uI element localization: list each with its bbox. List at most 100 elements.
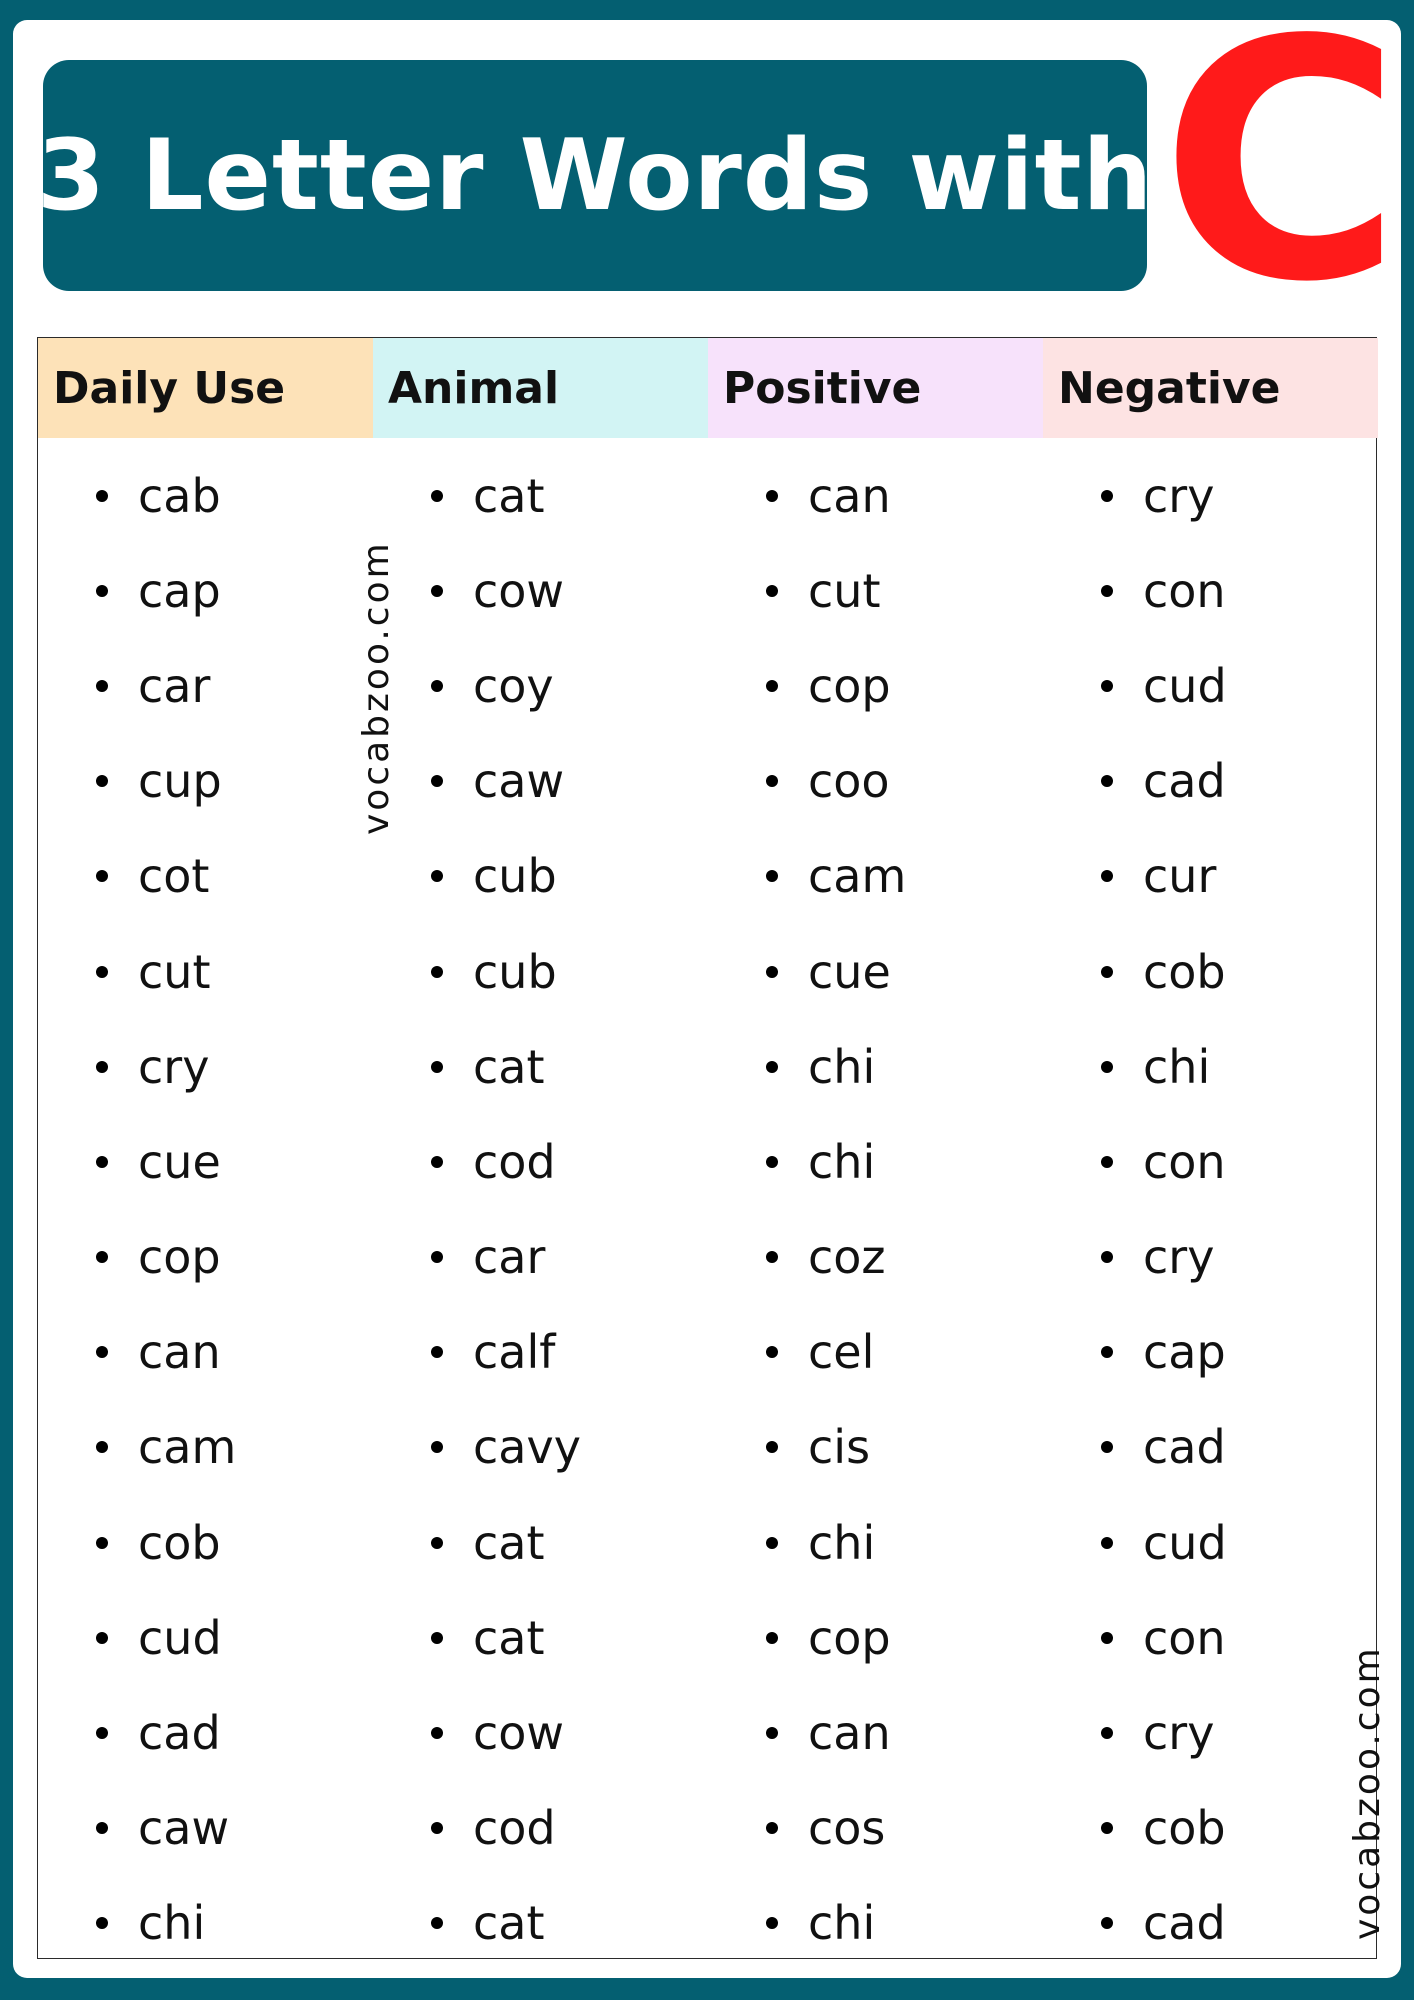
- list-item: cad: [38, 1685, 373, 1780]
- list-item: chi: [708, 1495, 1043, 1590]
- list-item: coo: [708, 734, 1043, 829]
- bullet-icon: [431, 1727, 443, 1740]
- bullet-icon: [96, 1441, 108, 1454]
- word-text: cos: [808, 1801, 886, 1856]
- word-text: con: [1143, 1610, 1226, 1665]
- list-item: cub: [373, 829, 708, 924]
- list-item: cry: [38, 1019, 373, 1114]
- word-text: cot: [138, 849, 210, 904]
- word-text: cob: [138, 1515, 221, 1570]
- list-item: cap: [38, 543, 373, 638]
- column-header: Daily Use: [38, 338, 373, 438]
- bullet-icon: [431, 1631, 443, 1644]
- word-text: cob: [1143, 944, 1226, 999]
- word-text: cad: [138, 1706, 221, 1761]
- list-item: con: [1043, 543, 1378, 638]
- word-text: cam: [808, 849, 907, 904]
- word-text: caw: [473, 754, 565, 809]
- list-item: cap: [1043, 1305, 1378, 1400]
- bullet-icon: [766, 1917, 778, 1930]
- word-text: cat: [473, 468, 545, 523]
- bullet-icon: [766, 1155, 778, 1168]
- list-item: cur: [1043, 829, 1378, 924]
- list-item: con: [1043, 1114, 1378, 1209]
- word-text: cam: [138, 1420, 237, 1475]
- word-text: cub: [473, 849, 557, 904]
- word-text: cavy: [473, 1420, 581, 1475]
- list-item: cue: [708, 924, 1043, 1019]
- word-text: con: [1143, 563, 1226, 618]
- word-text: cod: [473, 1134, 556, 1189]
- word-text: cue: [138, 1134, 221, 1189]
- list-item: cad: [1043, 734, 1378, 829]
- list-item: chi: [708, 1114, 1043, 1209]
- list-item: cut: [38, 924, 373, 1019]
- word-text: chi: [808, 1039, 876, 1094]
- bullet-icon: [1101, 584, 1113, 597]
- word-text: cis: [808, 1420, 871, 1475]
- column-header: Positive: [708, 338, 1043, 438]
- word-table: Daily Use cab cap car cup cot cut cry cue cop can c…: [37, 337, 1378, 1959]
- list-item: cop: [708, 1590, 1043, 1685]
- word-list: cry con cud cad cur cob chi con cry cap cad cud con c…: [1043, 448, 1378, 1971]
- word-text: cat: [473, 1039, 545, 1094]
- word-list: cab cap car cup cot cut cry cue cop can cam cob cud c…: [38, 448, 373, 1971]
- list-item: chi: [38, 1876, 373, 1971]
- list-item: con: [1043, 1590, 1378, 1685]
- bullet-icon: [1101, 1251, 1113, 1264]
- featured-letter: C: [1160, 0, 1403, 354]
- word-text: coo: [808, 754, 890, 809]
- word-list: cat cow coy caw cub cub cat cod car calf cavy cat ca…: [373, 448, 708, 1971]
- bullet-icon: [766, 775, 778, 788]
- bullet-icon: [431, 679, 443, 692]
- list-item: cob: [1043, 924, 1378, 1019]
- word-text: cry: [1143, 468, 1215, 523]
- list-item: cry: [1043, 1685, 1378, 1780]
- list-item: caw: [38, 1781, 373, 1876]
- column-2: Positive can cut cop coo cam cue chi chi coz cel ci…: [708, 338, 1043, 1958]
- word-text: chi: [808, 1896, 876, 1951]
- list-item: cad: [1043, 1400, 1378, 1495]
- word-text: cut: [808, 563, 881, 618]
- bullet-icon: [96, 1251, 108, 1264]
- word-text: cow: [473, 1706, 565, 1761]
- bullet-icon: [1101, 1155, 1113, 1168]
- bullet-icon: [766, 870, 778, 883]
- list-item: cel: [708, 1305, 1043, 1400]
- word-text: cap: [1143, 1325, 1226, 1380]
- bullet-icon: [1101, 1917, 1113, 1930]
- bullet-icon: [96, 1346, 108, 1359]
- word-text: caw: [138, 1801, 230, 1856]
- list-item: cab: [38, 448, 373, 543]
- list-item: cad: [1043, 1876, 1378, 1971]
- bullet-icon: [431, 1917, 443, 1930]
- bullet-icon: [1101, 1631, 1113, 1644]
- bullet-icon: [96, 1536, 108, 1549]
- bullet-icon: [431, 1251, 443, 1264]
- list-item: car: [38, 638, 373, 733]
- bullet-icon: [1101, 1441, 1113, 1454]
- word-text: can: [138, 1325, 221, 1380]
- word-text: coy: [473, 658, 554, 713]
- word-text: cow: [473, 563, 565, 618]
- word-text: chi: [808, 1515, 876, 1570]
- bullet-icon: [766, 1251, 778, 1264]
- list-item: cud: [1043, 1495, 1378, 1590]
- page-title: 3 Letter Words with: [36, 118, 1154, 233]
- word-text: chi: [808, 1134, 876, 1189]
- bullet-icon: [766, 1441, 778, 1454]
- column-header: Negative: [1043, 338, 1378, 438]
- list-item: chi: [1043, 1019, 1378, 1114]
- list-item: chi: [708, 1876, 1043, 1971]
- list-item: cob: [1043, 1781, 1378, 1876]
- bullet-icon: [96, 1631, 108, 1644]
- word-text: cad: [1143, 754, 1226, 809]
- list-item: cod: [373, 1114, 708, 1209]
- word-text: cad: [1143, 1896, 1226, 1951]
- word-text: cry: [138, 1039, 210, 1094]
- bullet-icon: [96, 584, 108, 597]
- list-item: cud: [1043, 638, 1378, 733]
- bullet-icon: [96, 679, 108, 692]
- column-3: Negative cry con cud cad cur cob chi con cry cap ca…: [1043, 338, 1378, 1958]
- bullet-icon: [431, 584, 443, 597]
